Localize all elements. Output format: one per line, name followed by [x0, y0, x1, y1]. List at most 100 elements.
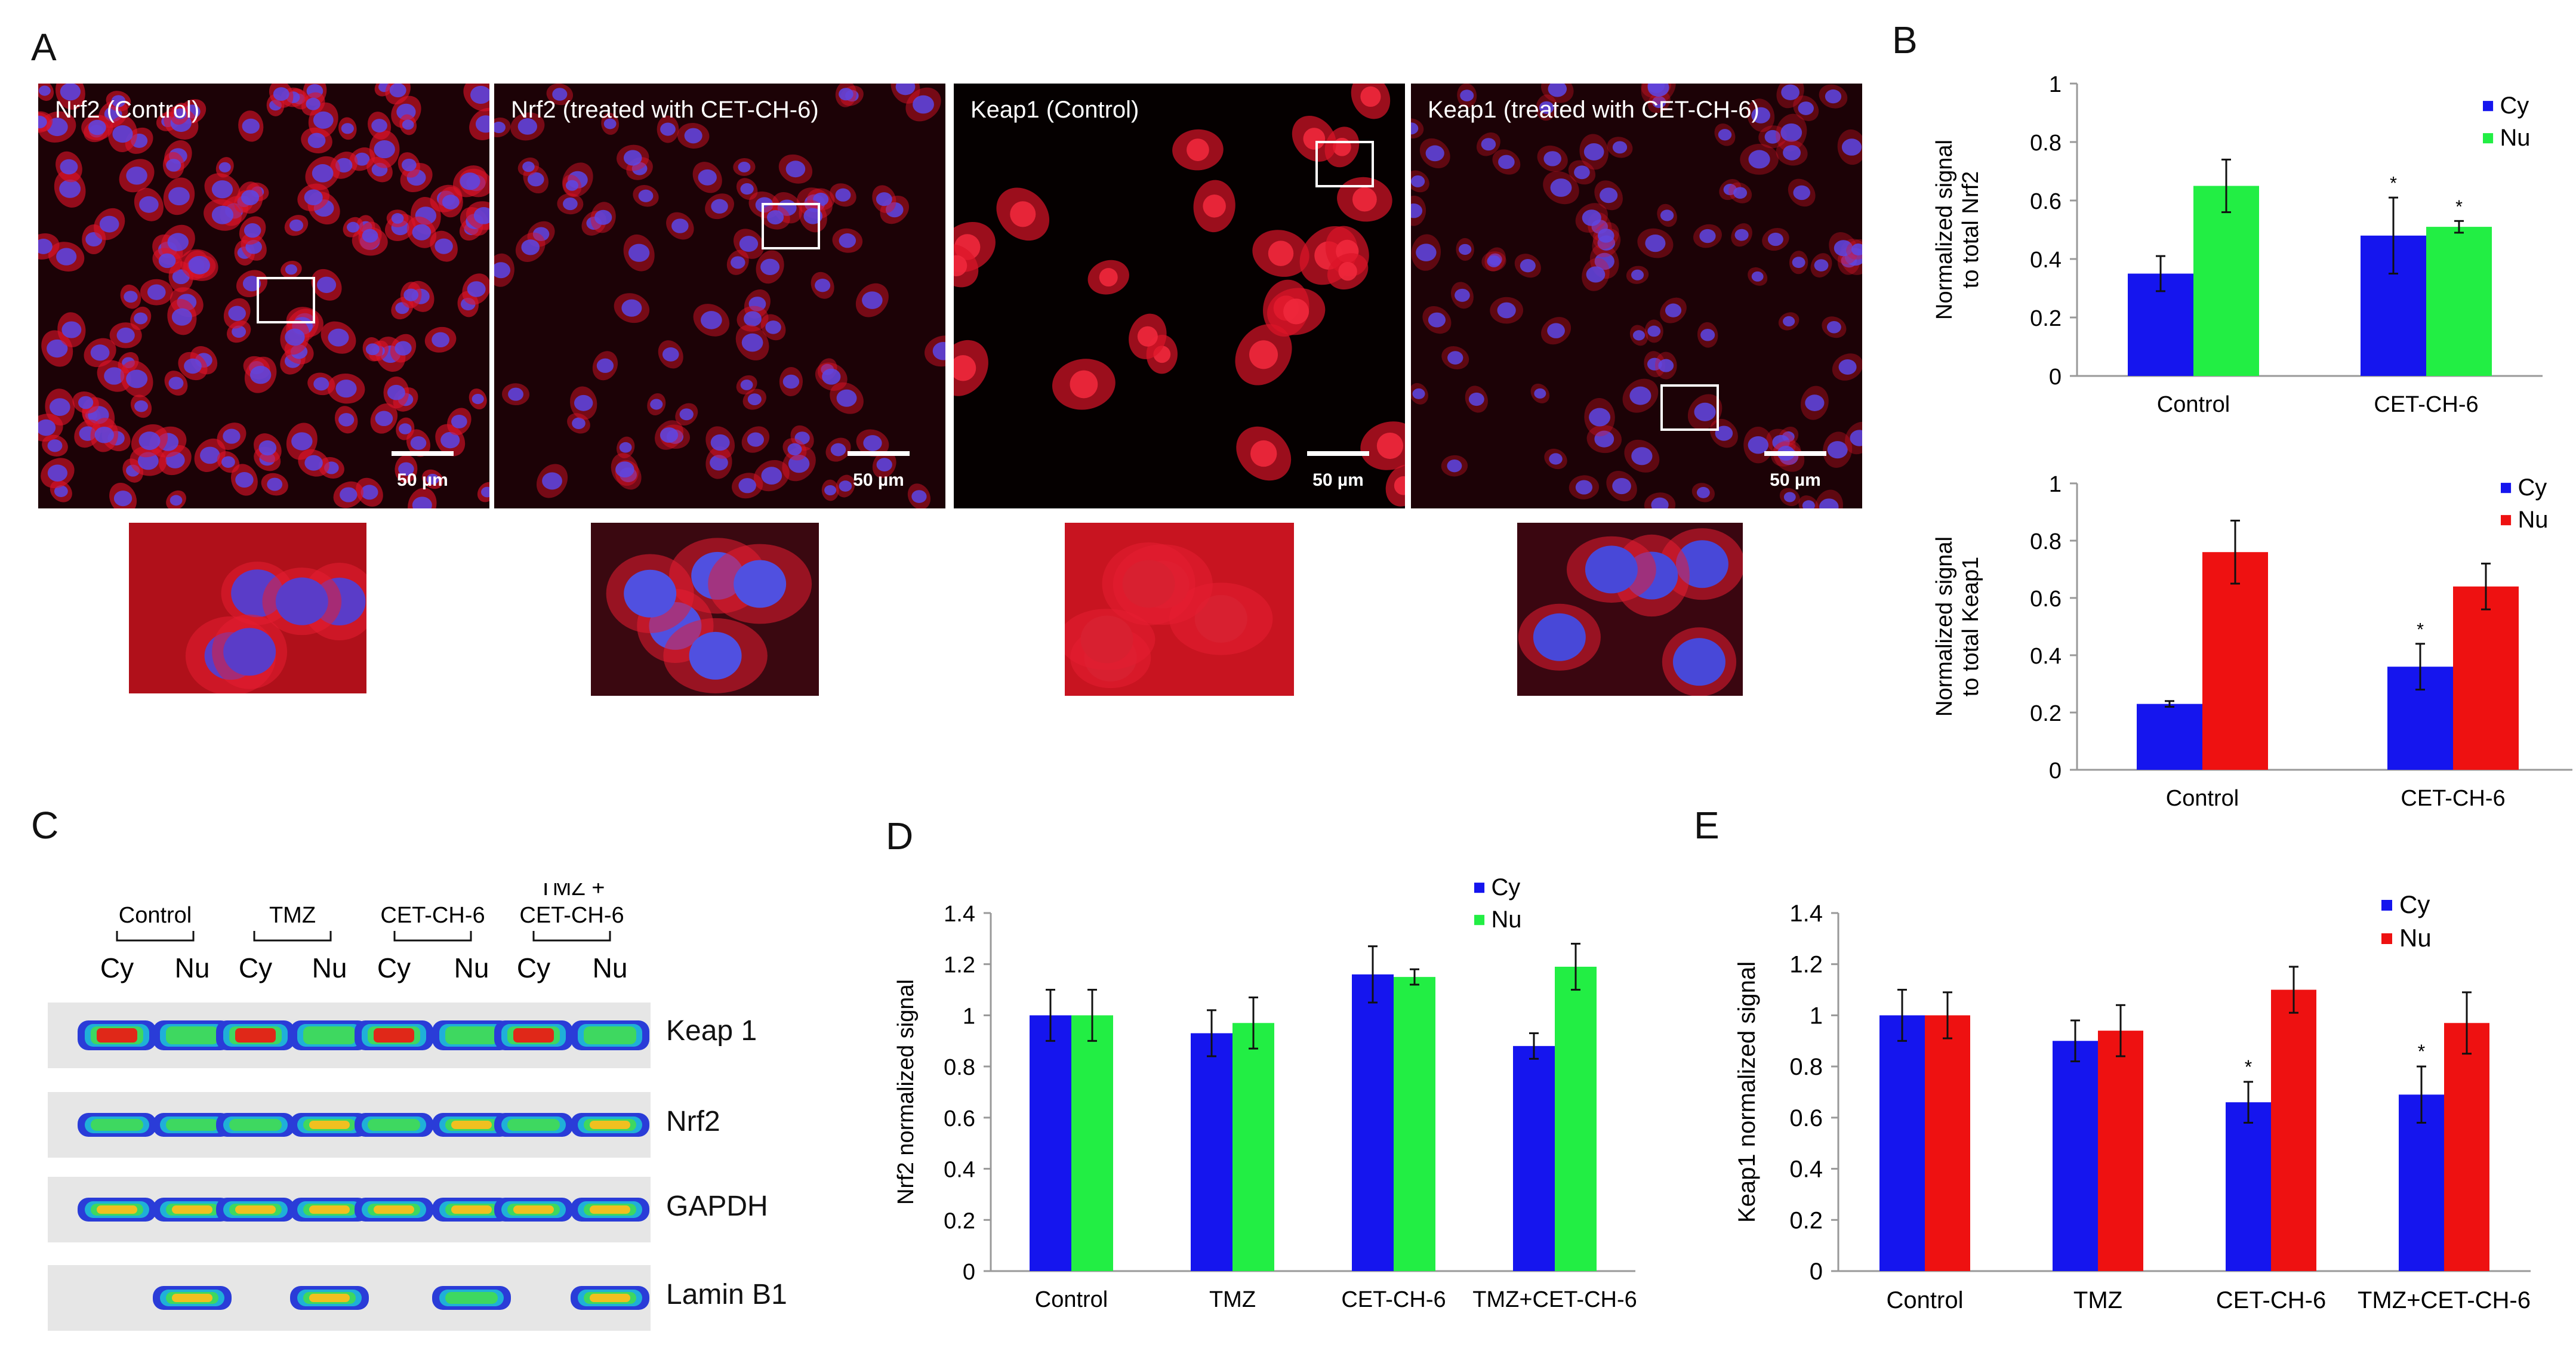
- legend-swatch: [2483, 101, 2494, 112]
- legend-swatch: [2381, 900, 2392, 911]
- y-axis: 0 0.2 0.4 0.6 0.8 1 1.2 1.4: [1789, 900, 1839, 1285]
- x-tick-label: Control: [1035, 1287, 1108, 1312]
- roi-box: [1660, 384, 1719, 431]
- legend-swatch: [1474, 883, 1485, 893]
- micrograph-title: Nrf2 (treated with CET-CH-6): [511, 97, 819, 123]
- y-tick-label: 1: [2049, 72, 2062, 97]
- blot-group-bracket: [393, 931, 472, 942]
- cell-texture: [494, 84, 945, 508]
- scale-bar-label: 50 µm: [1770, 470, 1821, 490]
- y-tick-label: 0: [2049, 758, 2062, 784]
- y-tick-label: 0.2: [1789, 1207, 1823, 1233]
- y-tick-label: 0.6: [2030, 189, 2062, 214]
- roi-box: [257, 277, 315, 323]
- blot-group-label: CET-CH-6: [380, 903, 485, 928]
- blot-strip: [48, 1003, 651, 1068]
- bar: [2444, 1023, 2489, 1271]
- y-tick-label: 0.6: [944, 1106, 975, 1131]
- scale-bar: [848, 451, 910, 456]
- y-tick-label: 1: [963, 1004, 975, 1029]
- legend-swatch: [2501, 483, 2512, 494]
- blot-row-label-gapdh: GAPDH: [666, 1191, 768, 1222]
- blot-row-label-laminb1: Lamin B1: [666, 1279, 787, 1310]
- y-tick-label: 0.2: [2030, 701, 2062, 726]
- error-bar: [1571, 942, 1580, 991]
- inset-keap1-treated: [1517, 523, 1743, 696]
- bar: [2426, 227, 2492, 376]
- error-bar: [1207, 1009, 1216, 1057]
- chart-e-keap1: 0 0.2 0.4 0.6 0.8 1 1.2 1.4 Keap1 normalized sig…: [1734, 890, 2531, 1313]
- scale-bar-label: 50 µm: [853, 470, 904, 490]
- y-axis-label: Keap1 normalized signal: [1734, 961, 1760, 1223]
- bar: [2453, 586, 2519, 770]
- scale-bar-label: 50 µm: [397, 470, 448, 490]
- blot-group-bracket: [253, 931, 332, 942]
- blot-lane-label: Nu: [312, 952, 347, 983]
- y-tick-label: 1.2: [1789, 952, 1823, 978]
- bar: [1071, 1015, 1113, 1271]
- blot-lane-label: Nu: [175, 952, 210, 983]
- panel-letter-d: D: [886, 815, 914, 858]
- panel-letter-c: C: [31, 804, 59, 847]
- error-bar: [2156, 255, 2165, 292]
- error-bar: [2116, 1004, 2125, 1057]
- x-tick-label: CET-CH-6: [2216, 1287, 2326, 1313]
- scale-bar: [1307, 451, 1369, 456]
- x-tick-label: Control: [2157, 392, 2230, 417]
- western-blot: Control TMZ CET-CH-6 TMZ + CET-CH-6 Cy Nu Cy Nu…: [48, 883, 651, 1331]
- error-bar: [1410, 968, 1419, 986]
- error-bar: [1046, 989, 1055, 1042]
- scale-bar: [392, 451, 454, 456]
- blot-lane-label: Nu: [454, 952, 489, 983]
- y-tick-label: 0.4: [1789, 1156, 1823, 1183]
- x-tick-label: TMZ+CET-CH-6: [1472, 1287, 1637, 1312]
- scale-bar: [1764, 451, 1826, 456]
- chart-b-nrf2: 0 0.2 0.4 0.6 0.8 1 Normalized signal to total …: [1932, 72, 2543, 417]
- y-tick-label: 0.8: [944, 1055, 975, 1080]
- blot-lane-label: Cy: [100, 952, 134, 983]
- micrograph-title: Nrf2 (Control): [55, 97, 200, 123]
- blot-lane-label: Cy: [377, 952, 411, 983]
- legend-label: Cy: [1492, 874, 1521, 900]
- bar: [1513, 1045, 1555, 1271]
- blot-row-label-nrf2: Nrf2: [666, 1106, 720, 1137]
- blot-strip: [48, 1092, 651, 1158]
- y-tick-label: 1.4: [1789, 900, 1823, 927]
- inset-texture: [1517, 523, 1743, 696]
- x-tick-label: TMZ: [1209, 1287, 1256, 1312]
- y-axis-label: to total Keap1: [1958, 557, 1983, 697]
- chart-b-keap1: 0 0.2 0.4 0.6 0.8 1 Normalized signal to total …: [1932, 472, 2572, 811]
- significance-marker: *: [2417, 619, 2424, 640]
- blot-group-bracket: [116, 931, 195, 942]
- inset-texture: [591, 523, 819, 696]
- blot-lane-label: Cy: [517, 952, 550, 983]
- y-tick-label: 0: [1810, 1259, 1823, 1285]
- error-bar: [2454, 220, 2464, 234]
- legend-label: Nu: [2399, 924, 2432, 952]
- bar: [1030, 1015, 1071, 1271]
- bar: [2271, 989, 2316, 1271]
- bar: [1925, 1015, 1970, 1271]
- error-bar: [2462, 991, 2472, 1055]
- bar: [2399, 1094, 2444, 1271]
- significance-marker: *: [2245, 1056, 2252, 1078]
- blot-lane-label: Nu: [593, 952, 628, 983]
- y-tick-label: 0.4: [944, 1158, 975, 1183]
- legend-label: Cy: [2500, 92, 2529, 119]
- error-bar: [2415, 643, 2425, 691]
- roi-box: [762, 203, 820, 249]
- micrograph-keap1-control: Keap1 (Control) 50 µm: [954, 84, 1405, 508]
- legend-label: Nu: [2500, 125, 2531, 151]
- blot-strip: [48, 1265, 651, 1331]
- panel-letter-b: B: [1892, 18, 1918, 61]
- blot-group-label: CET-CH-6: [519, 903, 624, 928]
- chart-d-nrf2: 0 0.2 0.4 0.6 0.8 1 1.2 1.4 Nrf2 normalized sign…: [893, 874, 1637, 1312]
- blot-group-label: TMZ +: [539, 883, 605, 900]
- micrograph-keap1-treated: Keap1 (treated with CET-CH-6) 50 µm: [1411, 84, 1862, 508]
- bar: [2202, 552, 2268, 770]
- y-tick-label: 0.6: [1789, 1105, 1823, 1131]
- inset-nrf2-treated: [591, 523, 819, 696]
- y-tick-label: 1.4: [944, 902, 975, 927]
- error-bar: [1249, 996, 1258, 1050]
- cell-texture: [38, 84, 489, 508]
